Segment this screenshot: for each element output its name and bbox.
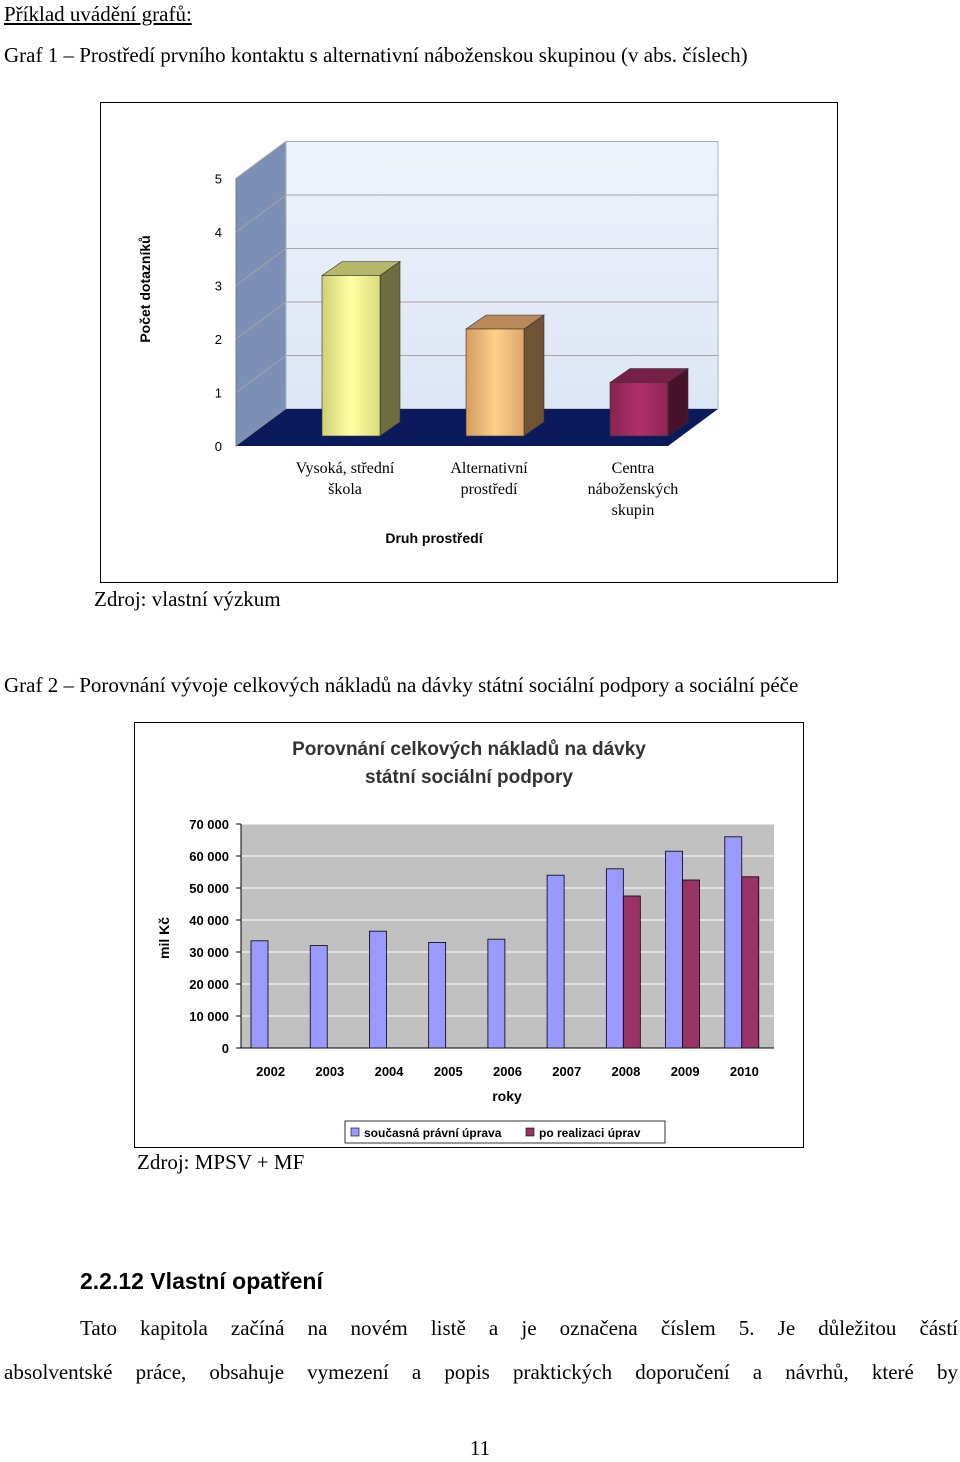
- chart2-ylabel: mil Kč: [156, 917, 172, 959]
- chart2-bar-current: [665, 850, 683, 1049]
- chart1-ytick-label: 2: [215, 332, 222, 347]
- chart2-legend: [344, 1120, 666, 1144]
- chart2-xtick-label: 2009: [671, 1064, 700, 1079]
- chart1-ytick-label: 0: [215, 439, 222, 454]
- chart1-category-label: Vysoká, střední: [296, 460, 395, 477]
- chart2-ytick-label: 0: [222, 1041, 229, 1056]
- chart1-category-label: prostředí: [461, 481, 518, 498]
- figure2-chart-frame: Porovnání celkových nákladů na dávky stát…: [134, 722, 804, 1148]
- figure1-chart-frame: 0 1 2 3 4 5 Počet dotazníků Vysoká, střední škol…: [100, 102, 838, 583]
- chart2-xtick-label: 2008: [611, 1064, 640, 1079]
- chart2-legend-label: současná právní úprava: [364, 1126, 502, 1140]
- chart2-bar-current: [724, 836, 743, 1049]
- paragraph-line-2: absolventské práce, obsahuje vymezení a …: [4, 1360, 958, 1384]
- chart2-bar-reform: [622, 895, 641, 1049]
- chart1-ytick-label: 1: [215, 386, 222, 401]
- chart2-title: Porovnání celkových nákladů na dávky: [292, 739, 646, 760]
- chart2-xtick-label: 2004: [375, 1064, 405, 1079]
- chart2-bar-current: [369, 930, 387, 1049]
- figure1-caption: Graf 1 – Prostředí prvního kontaktu s al…: [4, 43, 748, 67]
- chart2-ytick-label: 50 000: [189, 881, 229, 896]
- chart2-bar-current: [428, 941, 447, 1049]
- chart1-bar-side: [523, 314, 545, 437]
- chart2-bar-current: [250, 940, 269, 1049]
- chart1-category-label: škola: [328, 481, 362, 498]
- chart1-ytick-label: 5: [215, 172, 222, 187]
- example-heading: Příklad uvádění grafů:: [4, 2, 192, 26]
- chart2-xtick-label: 2006: [493, 1064, 522, 1079]
- chart2-xtick-label: 2002: [256, 1064, 285, 1079]
- figure2-chart: Porovnání celkových nákladů na dávky stát…: [156, 739, 774, 1144]
- chart1-category-label: náboženských: [588, 481, 679, 498]
- chart2-legend-swatch: [350, 1127, 360, 1137]
- chart1-ytick-label: 4: [215, 225, 222, 240]
- chart1-xlabel: Druh prostředí: [385, 530, 483, 546]
- chart2-bar-reform: [741, 876, 760, 1049]
- figure1-source: Zdroj: vlastní výzkum: [94, 587, 281, 611]
- chart1-bar: [465, 328, 525, 437]
- chart1-category-label: skupin: [612, 502, 655, 519]
- figure1-chart: 0 1 2 3 4 5 Počet dotazníků Vysoká, střední škol…: [137, 140, 719, 546]
- chart2-bar-reform: [682, 879, 700, 1049]
- chart1-gridline: [235, 194, 287, 233]
- chart2-ytick-label: 30 000: [189, 945, 229, 960]
- chart2-bar-current: [309, 945, 328, 1049]
- chart2-xtick-label: 2010: [730, 1064, 759, 1079]
- chart1-gridline: [235, 248, 287, 286]
- chart1-ylabel: Počet dotazníků: [137, 235, 153, 342]
- chart1-gridline: [235, 141, 287, 179]
- chart2-ytick-label: 60 000: [189, 849, 229, 864]
- chart1-ytick-label: 3: [215, 279, 222, 294]
- chart2-bar-current: [487, 938, 506, 1049]
- chart2-ytick-label: 40 000: [189, 913, 229, 928]
- chart2-title: státní sociální podpory: [365, 767, 573, 788]
- chart1-gridline: [235, 301, 287, 340]
- chart2-xtick-label: 2007: [552, 1064, 581, 1079]
- chart2-ytick-label: 70 000: [189, 817, 229, 832]
- chart1-bar-side: [379, 260, 401, 437]
- chart1-category-label: Alternativní: [450, 460, 528, 477]
- chart1-bar: [321, 275, 381, 437]
- chart1-side-wall: [235, 140, 287, 447]
- chart1-bar: [609, 382, 669, 437]
- chart2-bar-current: [546, 874, 565, 1049]
- chart2-ytick-label: 10 000: [189, 1009, 229, 1024]
- chart2-legend-label: po realizaci úprav: [539, 1126, 641, 1140]
- chart2-xtick-label: 2003: [315, 1064, 344, 1079]
- chart1-category-label: Centra: [612, 460, 655, 477]
- chart2-xtick-label: 2005: [434, 1064, 463, 1079]
- paragraph-line-1: Tato kapitola začíná na novém listě a je…: [80, 1316, 958, 1340]
- chart2-bar-current: [605, 868, 624, 1049]
- section-heading: 2.2.12 Vlastní opatření: [80, 1268, 323, 1294]
- chart2-ytick-label: 20 000: [189, 977, 229, 992]
- figure2-caption: Graf 2 – Porovnání vývoje celkových nákl…: [4, 673, 799, 697]
- chart2-xlabel: roky: [492, 1088, 522, 1104]
- chart1-gridline: [235, 355, 287, 393]
- chart2-legend-swatch: [525, 1127, 535, 1137]
- figure2-source: Zdroj: MPSV + MF: [137, 1150, 305, 1174]
- page-number: 11: [469, 1436, 491, 1460]
